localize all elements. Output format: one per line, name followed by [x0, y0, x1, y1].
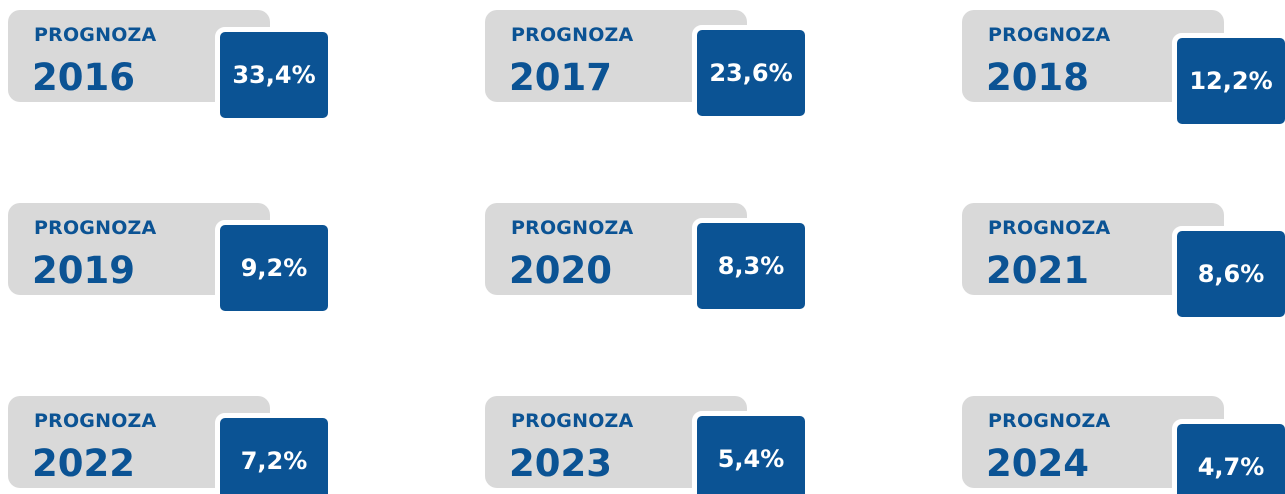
- card-label: PROGNOZA: [511, 24, 634, 46]
- card-label: PROGNOZA: [34, 217, 157, 239]
- card-year: 2024: [986, 442, 1089, 485]
- card-value: 8,6%: [1172, 226, 1285, 322]
- forecast-card: PROGNOZA 2021 8,6%: [962, 203, 1285, 322]
- card-value: 12,2%: [1172, 33, 1285, 129]
- forecast-card: PROGNOZA 2020 8,3%: [485, 203, 815, 315]
- card-label: PROGNOZA: [988, 217, 1111, 239]
- forecast-card: PROGNOZA 2024 4,7%: [962, 396, 1285, 494]
- card-label: PROGNOZA: [988, 410, 1111, 432]
- card-label: PROGNOZA: [988, 24, 1111, 46]
- card-year: 2019: [32, 249, 135, 292]
- card-label: PROGNOZA: [511, 217, 634, 239]
- card-year: 2020: [509, 249, 612, 292]
- card-label: PROGNOZA: [511, 410, 634, 432]
- card-value: 23,6%: [692, 25, 810, 121]
- forecast-card: PROGNOZA 2019 9,2%: [8, 203, 338, 316]
- card-value: 9,2%: [215, 220, 333, 316]
- forecast-card: PROGNOZA 2016 33,4%: [8, 10, 338, 123]
- card-year: 2017: [509, 56, 612, 99]
- card-year: 2023: [509, 442, 612, 485]
- card-label: PROGNOZA: [34, 410, 157, 432]
- card-year: 2021: [986, 249, 1089, 292]
- card-value: 7,2%: [215, 413, 333, 494]
- card-year: 2022: [32, 442, 135, 485]
- card-label: PROGNOZA: [34, 24, 157, 46]
- card-value: 5,4%: [692, 411, 810, 494]
- forecast-card: PROGNOZA 2018 12,2%: [962, 10, 1285, 129]
- forecast-card: PROGNOZA 2017 23,6%: [485, 10, 815, 122]
- card-year: 2018: [986, 56, 1089, 99]
- card-year: 2016: [32, 56, 135, 99]
- card-value: 8,3%: [692, 218, 810, 314]
- card-value: 33,4%: [215, 27, 333, 123]
- card-value: 4,7%: [1172, 419, 1285, 494]
- forecast-card: PROGNOZA 2022 7,2%: [8, 396, 338, 494]
- forecast-card: PROGNOZA 2023 5,4%: [485, 396, 815, 494]
